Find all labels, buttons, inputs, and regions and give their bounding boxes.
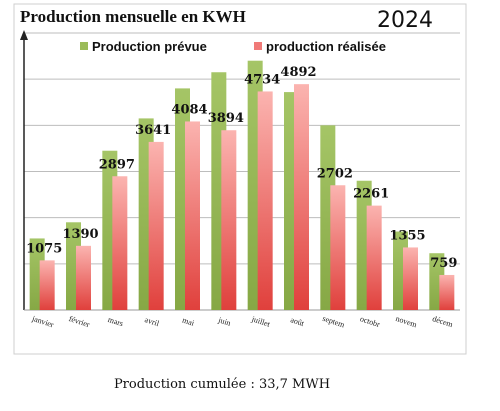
bar-realisee-4	[185, 121, 200, 311]
x-tick-label-5: juin	[216, 315, 232, 328]
data-label-1: 1390	[62, 227, 98, 242]
bar-realisee-9	[366, 205, 382, 310]
chart-year: 2024	[377, 8, 433, 33]
data-label-6: 4734	[244, 72, 280, 87]
data-label-7: 4892	[280, 65, 316, 80]
data-label-0: 1075	[26, 241, 62, 256]
cumulative-production-caption: Production cumulée : 33,7 MWH	[114, 377, 330, 392]
legend: Production prévue production réalisée	[80, 39, 386, 54]
bars	[29, 60, 455, 311]
y-axis-arrow-icon	[20, 30, 28, 40]
bar-realisee-1	[76, 245, 91, 310]
x-tick-label-4: mai	[181, 315, 196, 328]
data-label-2: 2897	[99, 157, 135, 172]
legend-label-prevue: Production prévue	[92, 39, 207, 54]
bar-realisee-7	[294, 84, 309, 310]
data-label-4: 4084	[171, 102, 207, 117]
bar-realisee-11	[439, 274, 455, 310]
data-label-5: 3894	[208, 111, 244, 126]
data-label-10: 1355	[389, 228, 425, 243]
legend-swatch-prevue	[80, 42, 88, 50]
x-tick-label-7: août	[289, 315, 306, 328]
bar-realisee-2	[112, 176, 128, 310]
gridlines	[24, 32, 460, 265]
bar-realisee-10	[403, 247, 418, 310]
bar-realisee-6	[257, 91, 273, 311]
bar-realisee-3	[148, 141, 164, 310]
bar-realisee-8	[330, 185, 346, 310]
bar-realisee-0	[39, 260, 55, 310]
chart-title: Production mensuelle en KWH	[20, 7, 246, 26]
data-label-8: 2702	[317, 166, 353, 181]
data-label-11: 759	[430, 256, 457, 271]
data-label-3: 3641	[135, 123, 171, 138]
legend-swatch-realisee	[254, 42, 262, 50]
legend-label-realisee: production réalisée	[266, 39, 386, 54]
data-label-9: 2261	[353, 187, 389, 202]
bar-realisee-5	[221, 130, 237, 310]
